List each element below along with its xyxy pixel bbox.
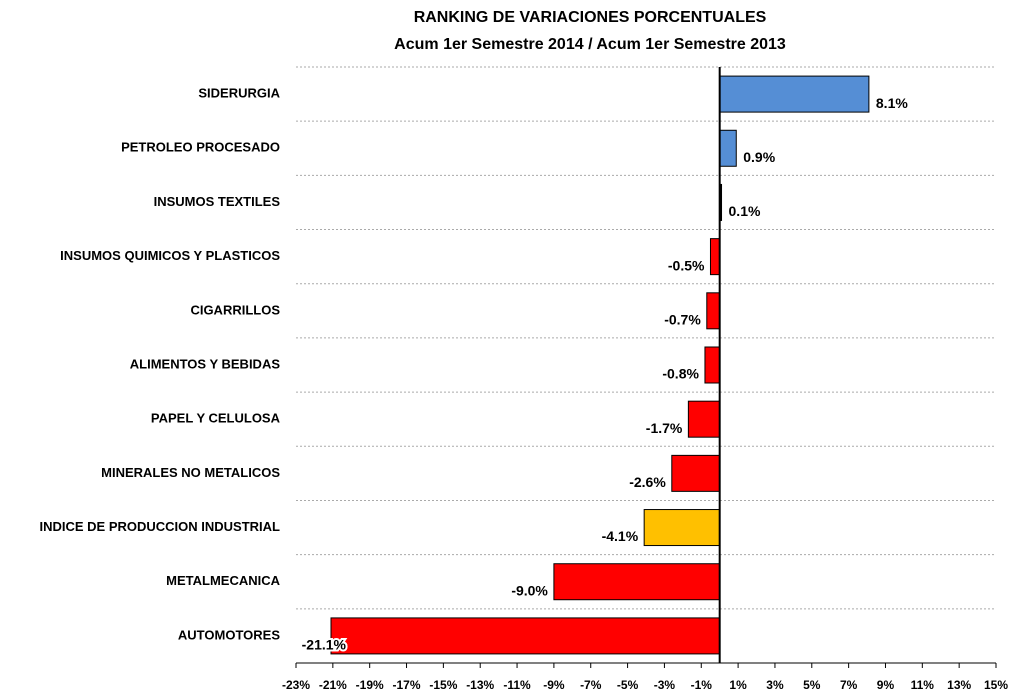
- data-label: 8.1%: [876, 95, 908, 111]
- x-tick-label: -21%: [319, 678, 347, 692]
- y-tick-label: ALIMENTOS Y BEBIDAS: [130, 356, 281, 371]
- chart-subtitle: Acum 1er Semestre 2014 / Acum 1er Semest…: [394, 36, 786, 53]
- x-tick-label: 1%: [729, 678, 747, 692]
- data-label: 0.9%: [743, 149, 775, 165]
- y-tick-label: PAPEL Y CELULOSA: [151, 411, 281, 426]
- bar: [719, 75, 870, 113]
- data-label: -0.5%: [668, 257, 705, 273]
- x-tick-label: 5%: [803, 678, 821, 692]
- bar: [709, 238, 721, 276]
- data-label: -0.8%: [662, 366, 699, 382]
- y-tick-label: MINERALES NO METALICOS: [101, 465, 280, 480]
- bar: [553, 563, 721, 601]
- x-tick-label: -11%: [503, 678, 531, 692]
- data-label: -1.7%: [646, 420, 683, 436]
- y-tick-label: CIGARRILLOS: [190, 302, 280, 317]
- x-tick-label: 13%: [947, 678, 971, 692]
- x-tick-label: -13%: [466, 678, 494, 692]
- chart-title: RANKING DE VARIACIONES PORCENTUALES: [414, 9, 767, 26]
- data-label: -4.1%: [602, 528, 639, 544]
- x-tick-label: 11%: [911, 678, 935, 692]
- y-tick-label: AUTOMOTORES: [178, 627, 280, 642]
- x-tick-label: -9%: [543, 678, 565, 692]
- y-tick-label: INSUMOS QUIMICOS Y PLASTICOS: [60, 248, 280, 263]
- x-tick-label: -15%: [429, 678, 457, 692]
- y-tick-label: SIDERURGIA: [198, 86, 280, 101]
- y-tick-label: INSUMOS TEXTILES: [154, 194, 281, 209]
- x-tick-label: -5%: [617, 678, 639, 692]
- bar: [687, 400, 721, 438]
- bar: [706, 292, 721, 330]
- x-tick-label: -17%: [393, 678, 421, 692]
- x-tick-label: 3%: [766, 678, 784, 692]
- x-tick-label: 9%: [877, 678, 895, 692]
- x-tick-label: -23%: [282, 678, 310, 692]
- x-tick-label: -1%: [691, 678, 713, 692]
- data-label: 0.1%: [729, 203, 761, 219]
- x-tick-label: -19%: [356, 678, 384, 692]
- bar: [330, 617, 721, 655]
- bar: [643, 509, 721, 547]
- bar: [704, 346, 721, 384]
- x-tick-label: -7%: [580, 678, 602, 692]
- x-tick-label: 7%: [840, 678, 858, 692]
- bar: [671, 454, 721, 492]
- data-label: -9.0%: [511, 582, 548, 598]
- y-tick-label: INDICE DE PRODUCCION INDUSTRIAL: [39, 519, 280, 534]
- data-label: -21.1%: [302, 637, 347, 653]
- bar: [719, 129, 737, 167]
- x-tick-label: -3%: [654, 678, 676, 692]
- data-label: -2.6%: [629, 474, 666, 490]
- y-tick-label: METALMECANICA: [166, 573, 280, 588]
- y-tick-label: PETROLEO PROCESADO: [121, 140, 280, 155]
- x-tick-label: 15%: [984, 678, 1008, 692]
- data-label: -0.7%: [664, 312, 701, 328]
